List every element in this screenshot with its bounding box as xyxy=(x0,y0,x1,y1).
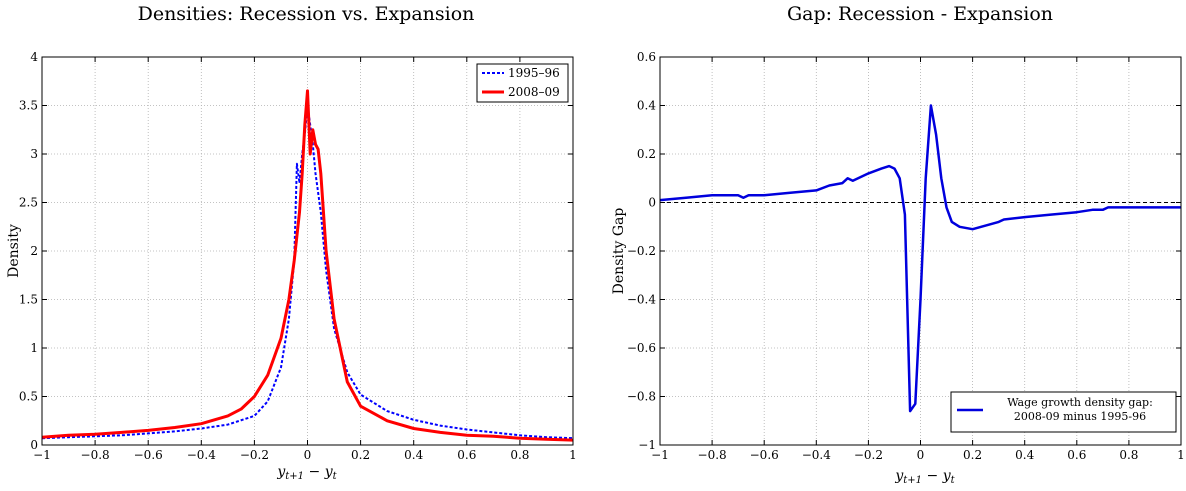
y-tick-label: −0.4 xyxy=(627,293,657,307)
x-tick-label: −1 xyxy=(651,448,669,462)
x-tick-label: −0.2 xyxy=(854,448,883,462)
y-tick-label: −0.6 xyxy=(627,341,656,355)
x-tick-label: 0 xyxy=(304,448,312,462)
gap-chart-grid xyxy=(660,57,1181,445)
legend-label-2008-09: 2008–09 xyxy=(508,85,560,99)
y-tick-label: −0.2 xyxy=(627,244,656,258)
x-tick-label: −0.2 xyxy=(240,448,269,462)
x-tick-label: 0.6 xyxy=(457,448,476,462)
density-chart-ylabel: Density xyxy=(6,224,22,278)
series-line-1 xyxy=(41,89,574,442)
y-tick-label: 0.6 xyxy=(637,50,656,64)
y-tick-label: 4 xyxy=(30,50,38,64)
x-tick-label: 0.2 xyxy=(351,448,370,462)
gap-chart-xlabel: yt+1 − yt xyxy=(894,468,955,486)
y-tick-label: −0.8 xyxy=(627,390,656,404)
x-tick-label: 1 xyxy=(569,448,577,462)
gap-chart-series xyxy=(659,104,1181,413)
series-line-0 xyxy=(659,104,1181,413)
svg-text:yt+1 − yt: yt+1 − yt xyxy=(894,468,955,486)
density-chart-ticks: −1 −0.8 −0.6 −0.4 −0.2 0 0.2 0.4 0.6 0.8 1 0 0.5 1 1.5… xyxy=(19,50,577,462)
x-tick-label: 0.8 xyxy=(1119,448,1138,462)
y-tick-label: 1 xyxy=(30,341,38,355)
legend-label-gap: Wage growth density gap: 2008-09 minus 19… xyxy=(1007,396,1153,423)
x-tick-label: −0.8 xyxy=(698,448,727,462)
x-tick-label: 0.2 xyxy=(963,448,982,462)
density-chart: Densities: Recession vs. Expansion −1 −0.… xyxy=(6,3,577,482)
y-tick-label: 0.4 xyxy=(637,99,656,113)
y-tick-label: 2 xyxy=(30,244,38,258)
legend-label-1995-96: 1995–96 xyxy=(508,66,560,80)
y-tick-label: 0.2 xyxy=(637,147,656,161)
gap-chart-ylabel: Density Gap xyxy=(611,208,627,295)
svg-text:yt+1 − yt: yt+1 − yt xyxy=(276,464,337,482)
x-tick-label: −0.6 xyxy=(134,448,163,462)
legend-box xyxy=(950,391,1177,433)
y-tick-label: 3.5 xyxy=(19,99,38,113)
density-chart-xlabel: yt+1 − yt xyxy=(276,464,337,482)
x-tick-label: −0.6 xyxy=(750,448,779,462)
gap-chart: Gap: Recession - Expansion −1 −0.8 −0.6 −0.… xyxy=(611,3,1185,486)
y-tick-label: 2.5 xyxy=(19,196,38,210)
density-chart-series xyxy=(41,89,574,442)
legend-box xyxy=(476,63,569,103)
x-tick-label: −0.4 xyxy=(802,448,832,462)
y-tick-label: 1.5 xyxy=(19,293,38,307)
x-tick-label: 0.6 xyxy=(1067,448,1086,462)
y-tick-label: −1 xyxy=(638,438,656,452)
x-tick-label: −1 xyxy=(33,448,51,462)
y-tick-label: 3 xyxy=(30,147,38,161)
x-tick-label: 0.8 xyxy=(510,448,529,462)
y-tick-label: 0 xyxy=(30,438,38,452)
x-tick-label: −0.4 xyxy=(187,448,217,462)
x-tick-label: −0.8 xyxy=(81,448,110,462)
x-tick-label: 1 xyxy=(1177,448,1185,462)
y-tick-label: 0.5 xyxy=(19,390,38,404)
gap-chart-legend: Wage growth density gap: 2008-09 minus 19… xyxy=(950,391,1177,433)
series-line-0 xyxy=(41,104,574,440)
density-chart-legend: 1995–96 2008–09 xyxy=(476,63,569,103)
y-tick-label: 0 xyxy=(648,196,656,210)
gap-chart-ticks: −1 −0.8 −0.6 −0.4 −0.2 0 0.2 0.4 0.6 0.8 1 −1 −0.8 −0… xyxy=(627,50,1185,462)
x-tick-label: 0 xyxy=(917,448,925,462)
density-chart-title: Densities: Recession vs. Expansion xyxy=(138,3,475,25)
gap-chart-title: Gap: Recession - Expansion xyxy=(787,3,1053,25)
x-tick-label: 0.4 xyxy=(1015,448,1034,462)
x-tick-label: 0.4 xyxy=(404,448,423,462)
